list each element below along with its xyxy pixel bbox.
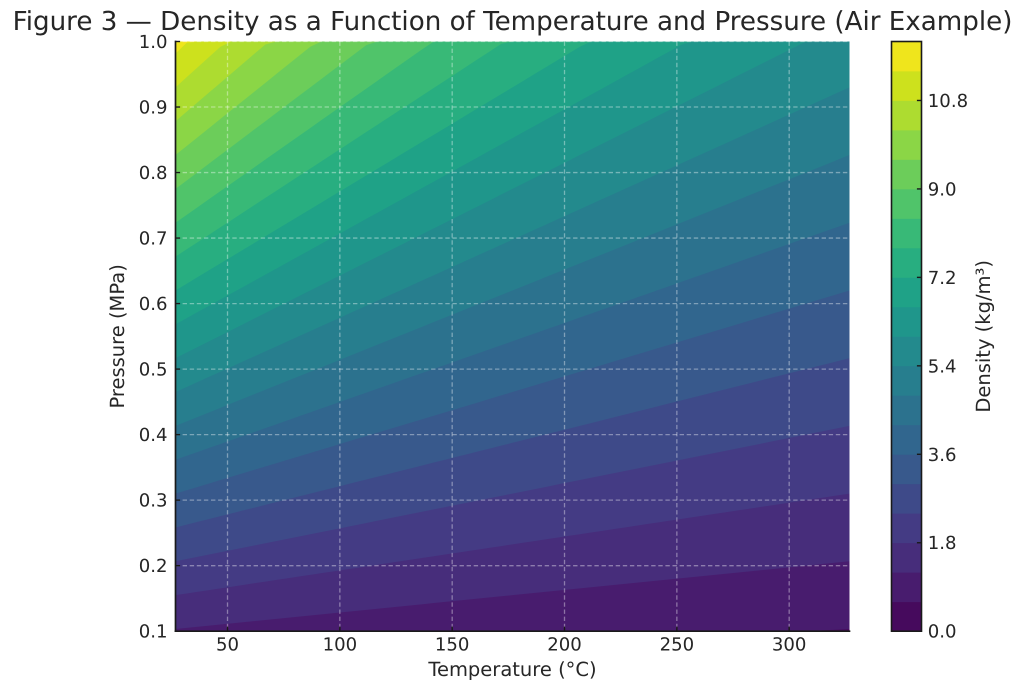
colorbar-band bbox=[891, 601, 922, 632]
colorbar-band bbox=[891, 306, 922, 337]
y-axis-label: Pressure (MPa) bbox=[106, 264, 129, 408]
colorbar-band bbox=[891, 335, 922, 367]
colorbar-outline bbox=[890, 40, 923, 633]
x-tick-label: 150 bbox=[435, 635, 470, 656]
y-tick-label: 0.2 bbox=[139, 556, 168, 577]
y-tick-label: 0.9 bbox=[139, 98, 168, 119]
colorbar-bands bbox=[891, 41, 922, 632]
colorbar-band bbox=[891, 100, 922, 131]
y-tick-label: 0.7 bbox=[139, 229, 168, 250]
colorbar-band bbox=[891, 247, 922, 278]
axes-spines bbox=[174, 40, 851, 633]
colorbar-band bbox=[891, 365, 922, 396]
y-tick-label: 0.3 bbox=[139, 491, 168, 512]
x-tick-label: 300 bbox=[772, 635, 807, 656]
colorbar-tick-label: 3.6 bbox=[928, 445, 957, 466]
colorbar-tick-label: 0.0 bbox=[928, 622, 957, 643]
y-tick-label: 1.0 bbox=[139, 32, 168, 53]
colorbar-band bbox=[891, 276, 922, 308]
contour-band bbox=[175, 41, 850, 122]
colorbar-band bbox=[891, 483, 922, 514]
colorbar-band bbox=[891, 159, 922, 190]
colorbar-band bbox=[891, 394, 922, 426]
colorbar-tick-label: 1.8 bbox=[928, 533, 957, 554]
colorbar-tick-label: 9.0 bbox=[928, 179, 957, 200]
chart-title: Figure 3 — Density as a Function of Temp… bbox=[13, 7, 1013, 37]
x-tick-label: 100 bbox=[323, 635, 358, 656]
x-tick-label: 250 bbox=[660, 635, 695, 656]
y-tick-label: 0.4 bbox=[139, 425, 168, 446]
colorbar-band bbox=[891, 188, 922, 219]
colorbar-band bbox=[891, 218, 922, 249]
colorbar-band bbox=[891, 571, 922, 603]
y-tick-label: 0.5 bbox=[139, 360, 168, 381]
grid-lines bbox=[175, 41, 850, 632]
colorbar-band bbox=[891, 542, 922, 573]
y-tick-label: 0.8 bbox=[139, 163, 168, 184]
x-tick-label: 50 bbox=[216, 635, 239, 656]
contour-band bbox=[175, 41, 850, 223]
colorbar-band bbox=[891, 41, 922, 72]
colorbar-band bbox=[891, 424, 922, 455]
contour-bands bbox=[175, 41, 850, 632]
colorbar-band bbox=[891, 129, 922, 160]
colorbar-band bbox=[891, 70, 922, 101]
y-tick-label: 0.6 bbox=[139, 294, 168, 315]
colorbar-tick-label: 10.8 bbox=[928, 91, 968, 112]
colorbar: 0.0 1.8 3.6 5.4 7.2 9.0 10.8 bbox=[890, 40, 968, 643]
colorbar-band bbox=[891, 453, 922, 485]
colorbar-label: Density (kg/m³) bbox=[972, 260, 995, 413]
colorbar-tick-label: 5.4 bbox=[928, 356, 957, 377]
x-tick-label: 200 bbox=[547, 635, 582, 656]
colorbar-tick-label: 7.2 bbox=[928, 268, 957, 289]
x-axis-label: Temperature (°C) bbox=[427, 658, 596, 681]
colorbar-band bbox=[891, 512, 922, 544]
tick-labels: 50 100 150 200 250 300 0.1 0.2 0.3 0.4 0.5 0.6 0.7 0.… bbox=[139, 32, 807, 656]
y-tick-label: 0.1 bbox=[139, 622, 168, 643]
